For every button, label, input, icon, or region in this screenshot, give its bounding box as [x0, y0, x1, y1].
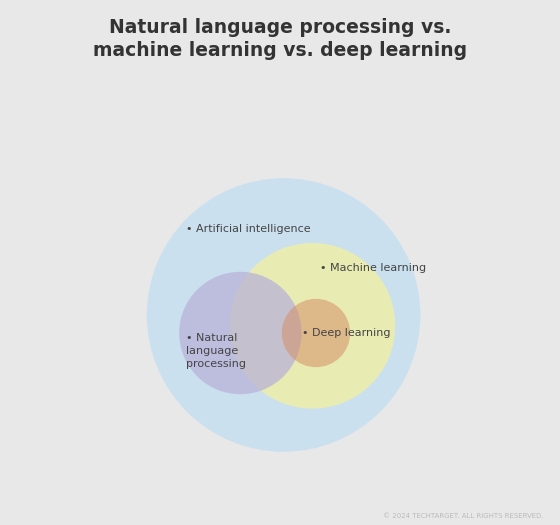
Circle shape	[179, 272, 302, 394]
Circle shape	[147, 178, 421, 452]
Text: • Machine learning: • Machine learning	[320, 263, 426, 273]
Circle shape	[282, 299, 350, 367]
Text: • Artificial intelligence: • Artificial intelligence	[186, 224, 311, 234]
Text: • Natural
language
processing: • Natural language processing	[186, 333, 246, 369]
Text: • Deep learning: • Deep learning	[302, 328, 390, 338]
Circle shape	[230, 243, 395, 408]
Text: Natural language processing vs.
machine learning vs. deep learning: Natural language processing vs. machine …	[93, 18, 467, 60]
Text: © 2024 TECHTARGET. ALL RIGHTS RESERVED.: © 2024 TECHTARGET. ALL RIGHTS RESERVED.	[382, 513, 543, 519]
